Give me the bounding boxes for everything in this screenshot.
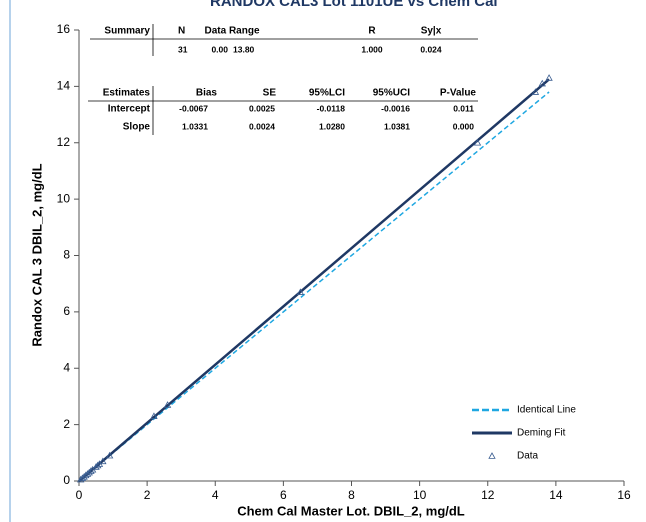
data-point xyxy=(473,138,482,146)
table-header: SE xyxy=(263,88,277,99)
table-cell: 0.00 xyxy=(211,44,228,54)
y-tick-label: 14 xyxy=(57,79,71,93)
table-header: Summary xyxy=(104,26,150,37)
legend-label: Deming Fit xyxy=(517,428,566,439)
y-tick-label: 16 xyxy=(57,22,71,36)
table-cell: -0.0016 xyxy=(381,103,410,113)
table-cell: 0.0025 xyxy=(249,103,275,113)
table-header: Sy|x xyxy=(421,26,442,37)
legend-swatch xyxy=(488,452,496,459)
y-tick-label: 12 xyxy=(57,135,71,149)
table-header: R xyxy=(368,26,376,37)
row-label: Intercept xyxy=(108,104,151,115)
y-tick-label: 2 xyxy=(63,417,70,431)
table-header: Data Range xyxy=(204,26,259,37)
table-cell: -0.0067 xyxy=(179,103,208,113)
x-tick-label: 12 xyxy=(481,488,495,502)
chart-title: RANDOX CAL3 Lot 1101UE vs Chem Cal xyxy=(210,0,498,10)
table-header: Estimates xyxy=(103,88,151,99)
data-point xyxy=(163,401,172,408)
data-point xyxy=(87,467,95,474)
legend-label: Data xyxy=(517,451,539,462)
data-point xyxy=(296,288,305,295)
y-tick-label: 6 xyxy=(63,304,70,318)
line-series xyxy=(78,78,550,483)
line-series xyxy=(78,91,550,482)
row-label: Slope xyxy=(123,122,151,133)
table-header: N xyxy=(178,26,185,37)
x-tick-label: 6 xyxy=(280,488,287,502)
y-tick-label: 10 xyxy=(57,191,71,205)
table-cell: -0.0118 xyxy=(317,103,346,113)
table-cell: 13.80 xyxy=(233,44,255,54)
y-tick-label: 4 xyxy=(63,360,70,374)
table-cell: 1.0280 xyxy=(319,121,345,131)
table-cell: 1.000 xyxy=(361,44,383,54)
y-tick-label: 0 xyxy=(63,473,70,487)
table-header: 95%UCI xyxy=(373,88,410,99)
table-cell: 0.011 xyxy=(453,103,474,113)
data-point xyxy=(99,457,107,465)
data-point xyxy=(94,461,102,469)
table-header: 95%LCI xyxy=(309,88,345,99)
table-cell: 1.0381 xyxy=(384,121,410,131)
x-tick-label: 0 xyxy=(76,488,83,502)
legend-label: Identical Line xyxy=(517,405,576,416)
data-point xyxy=(531,88,540,95)
y-axis-label: Randox CAL 3 DBIL_2, mg/dL xyxy=(29,163,44,346)
data-point xyxy=(538,79,546,87)
x-tick-label: 8 xyxy=(348,488,355,502)
y-tick-label: 8 xyxy=(63,248,70,262)
table-cell: 0.0024 xyxy=(249,121,275,131)
table-header: Bias xyxy=(196,88,218,99)
data-point xyxy=(150,412,158,419)
table-cell: 31 xyxy=(178,44,188,54)
table-cell: 0.024 xyxy=(420,44,442,54)
table-cell: 0.000 xyxy=(453,121,475,131)
x-tick-label: 4 xyxy=(212,488,219,502)
table-cell: 1.0331 xyxy=(182,121,208,131)
data-point xyxy=(105,451,114,459)
x-tick-label: 2 xyxy=(144,488,151,502)
table-header: P-Value xyxy=(440,88,477,99)
x-tick-label: 16 xyxy=(617,488,631,502)
x-tick-label: 14 xyxy=(549,488,563,502)
x-axis-label: Chem Cal Master Lot. DBIL_2, mg/dL xyxy=(237,503,465,518)
data-point xyxy=(545,74,553,81)
x-tick-label: 10 xyxy=(413,488,427,502)
